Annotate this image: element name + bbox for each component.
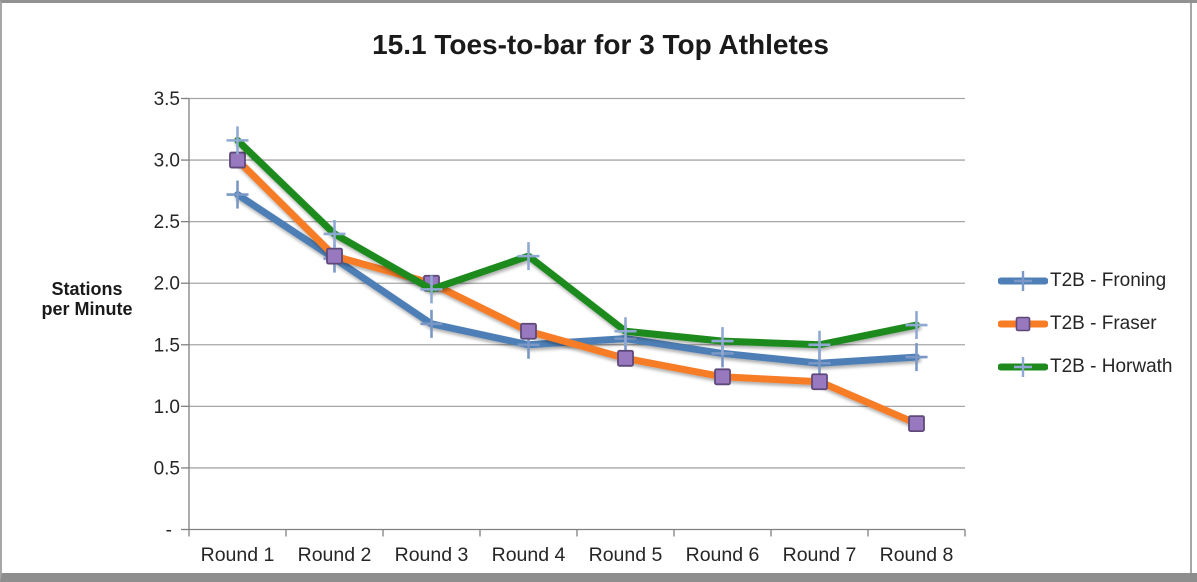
series-horwath-line	[234, 136, 920, 349]
legend-swatch-horwath	[998, 357, 1048, 377]
series-fraser-marker-square	[617, 349, 634, 367]
x-tick-label: Round 8	[880, 544, 954, 566]
y-tick-label: -	[166, 520, 172, 541]
x-tick-label: Round 6	[686, 544, 760, 566]
y-axis-title-line1: Stations	[51, 279, 123, 299]
y-tick-label: 2.5	[154, 212, 180, 233]
legend: T2B - Froning T2B - Fraser T2B - Horwath	[998, 269, 1172, 398]
series-fraser-marker-square	[326, 247, 343, 265]
series-fraser-marker-square	[714, 368, 731, 386]
x-tick-label: Round 1	[201, 544, 275, 566]
plot-area: - 0.5 1.0 1.5 2.0 2.5 3.0 3.5 Round 1 Round 2 Roun…	[154, 89, 966, 566]
x-tick-label: Round 2	[298, 544, 372, 566]
y-axis-title-line2: per Minute	[41, 299, 133, 319]
legend-item-horwath: T2B - Horwath	[998, 355, 1172, 379]
legend-swatch-fraser	[998, 316, 1048, 332]
series-fraser-marker-square	[229, 151, 246, 169]
x-tick-label: Round 3	[395, 544, 469, 566]
y-tick-label: 3.0	[154, 151, 180, 172]
y-axis-title: Stations per Minute	[26, 279, 148, 319]
legend-item-froning: T2B - Froning	[998, 269, 1172, 293]
series-fraser-marker-square	[811, 373, 828, 391]
x-tick-label: Round 7	[783, 544, 857, 566]
y-tick-label: 1.0	[154, 397, 180, 418]
series-horwath	[226, 126, 928, 359]
y-tick-label: 0.5	[154, 458, 180, 479]
y-tick-label: 1.5	[154, 335, 180, 356]
x-tick-label: Round 4	[492, 544, 566, 566]
chart-title: 15.1 Toes-to-bar for 3 Top Athletes	[372, 29, 829, 60]
frame-right-border	[1190, 3, 1192, 573]
series-fraser-marker-square	[908, 415, 925, 432]
x-tick-label: Round 5	[589, 544, 663, 566]
legend-label-fraser: T2B - Fraser	[1050, 313, 1157, 334]
legend-swatch-froning	[998, 271, 1048, 291]
legend-label-froning: T2B - Froning	[1050, 270, 1167, 291]
series-fraser-marker-square	[520, 322, 537, 340]
legend-item-fraser: T2B - Fraser	[998, 312, 1172, 336]
series-fraser-line	[234, 156, 920, 428]
series-froning-line	[234, 191, 920, 367]
legend-label-horwath: T2B - Horwath	[1050, 356, 1173, 377]
legend-marker-fraser	[1015, 316, 1031, 332]
y-tick-label: 2.0	[154, 274, 180, 295]
y-tick-label: 3.5	[154, 89, 180, 110]
